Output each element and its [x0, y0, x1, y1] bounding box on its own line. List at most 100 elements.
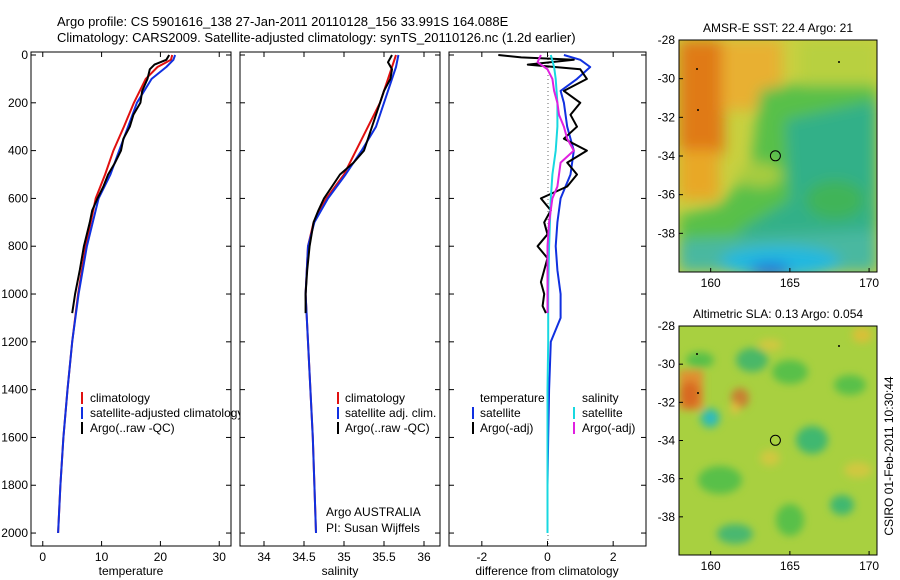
x-tick-label: 0 [39, 550, 46, 564]
legend-swatch-temp-argo [472, 422, 474, 434]
argo-float-marker [769, 434, 781, 446]
lon-tick-label: 160 [701, 276, 721, 290]
series-line-temperature-satellite [546, 54, 592, 533]
depth-tick-label: 200 [8, 96, 28, 110]
map-dot [838, 345, 840, 347]
x-tick-label: 30 [213, 550, 227, 564]
map-dot [696, 353, 698, 355]
depth-tick-label: 800 [8, 239, 28, 253]
sst-map-title: AMSR-E SST: 22.4 Argo: 21 [703, 21, 853, 35]
difference-legend: temperature salinity satellite Argo(-adj… [472, 391, 635, 435]
series-line-salinity-argo-adj- [536, 54, 575, 314]
annotation-pi: PI: Susan Wijffels [326, 521, 420, 535]
legend-swatch-argo [81, 422, 83, 434]
temperature-series [57, 54, 177, 534]
lon-tick-label: 170 [859, 559, 879, 573]
x-tick-label: 34 [257, 550, 271, 564]
series-line-argo-raw-qc- [304, 54, 393, 314]
temperature-legend: climatology satellite-adjusted climatolo… [81, 391, 243, 435]
legend-label-satellite: satellite adj. clim. [345, 406, 436, 420]
x-tick-label: 0 [544, 550, 551, 564]
temperature-xlabel: temperature [99, 564, 164, 578]
x-tick-label: 10 [95, 550, 109, 564]
series-line-satellite-adj-clim- [304, 54, 400, 534]
legend-swatch-temp-satellite [472, 407, 474, 419]
series-line-argo-raw-qc- [71, 54, 171, 314]
salinity-x-axis: 34 34.5 35 35.5 36 [240, 52, 440, 564]
sla-heatmap [679, 326, 877, 555]
lat-tick-label: -34 [658, 434, 676, 448]
depth-tick-label: 0 [21, 48, 28, 62]
legend-label-sal-argo: Argo(-adj) [582, 421, 635, 435]
depth-tick-label: 600 [8, 191, 28, 205]
sla-map-title: Altimetric SLA: 0.13 Argo: 0.054 [693, 307, 863, 321]
argo-float-marker [769, 150, 781, 162]
legend-label-argo: Argo(..raw -QC) [345, 421, 430, 435]
legend-label-sal-satellite: satellite [582, 406, 623, 420]
difference-x-axis: -2 0 2 [449, 52, 646, 564]
lat-tick-label: -32 [658, 395, 676, 409]
salinity-axes [239, 51, 441, 547]
depth-axis: 0 200 400 600 800 1000 1200 1400 1600 1800 2000 [1, 48, 231, 540]
salinity-xlabel: salinity [322, 564, 359, 578]
x-tick-label: 35 [337, 550, 351, 564]
legend-label-temp-argo: Argo(-adj) [480, 421, 533, 435]
salinity-series [304, 54, 400, 534]
lat-tick-label: -30 [658, 357, 676, 371]
x-tick-label: 34.5 [292, 550, 316, 564]
depth-tick-label: 1000 [1, 287, 28, 301]
map-dot [696, 68, 698, 70]
annotation-argo-australia: Argo AUSTRALIA [326, 505, 421, 519]
lon-tick-label: 165 [780, 276, 800, 290]
series-line-satellite-adjusted-climatology [57, 54, 177, 534]
lat-tick-label: -30 [658, 72, 676, 86]
difference-xlabel: difference from climatology [475, 564, 618, 578]
map-dot [838, 61, 840, 63]
legend-label-argo: Argo(..raw -QC) [90, 421, 175, 435]
csiro-stamp: CSIRO 01-Feb-2011 10:30:44 [882, 376, 896, 536]
temperature-x-axis: 0 10 20 30 [39, 52, 226, 564]
series-line-temperature-argo-adj- [498, 54, 588, 314]
depth-tick-label: 1400 [1, 383, 28, 397]
legend-title-salinity: salinity [582, 391, 619, 405]
lat-tick-label: -28 [658, 33, 676, 47]
x-tick-label: 2 [610, 550, 617, 564]
depth-tick-label: 400 [8, 144, 28, 158]
legend-label-satellite: satellite-adjusted climatology [90, 406, 243, 420]
lat-tick-label: -28 [658, 319, 676, 333]
lon-tick-label: 160 [701, 559, 721, 573]
lon-tick-label: 165 [780, 559, 800, 573]
x-tick-label: 35.5 [372, 550, 396, 564]
x-tick-label: 20 [154, 550, 168, 564]
map-dot [697, 392, 699, 394]
legend-title-temperature: temperature [480, 391, 545, 405]
legend-label-temp-satellite: satellite [480, 406, 521, 420]
lat-tick-label: -34 [658, 149, 676, 163]
lat-tick-label: -32 [658, 110, 676, 124]
header-line2: Climatology: CARS2009. Satellite-adjuste… [57, 30, 576, 45]
temperature-axes [30, 51, 232, 547]
lat-tick-label: -36 [658, 188, 676, 202]
sst-heatmap [679, 40, 877, 272]
depth-tick-label: 2000 [1, 526, 28, 540]
sla-map-axes: 160 165 170 -28 -30 -32 -34 -36 -38 [658, 319, 880, 573]
lon-tick-label: 170 [859, 276, 879, 290]
header-line1: Argo profile: CS 5901616_138 27-Jan-2011… [57, 14, 509, 29]
depth-tick-label: 1200 [1, 335, 28, 349]
lat-tick-label: -38 [658, 226, 676, 240]
sst-map: AMSR-E SST: 22.4 Argo: 21 160 165 [658, 21, 880, 290]
sst-map-axes: 160 165 170 -28 -30 -32 -34 -36 -38 [658, 33, 880, 290]
depth-tick-label: 1800 [1, 478, 28, 492]
difference-panel: -2 0 2 difference from climatology tempera… [448, 51, 647, 578]
lat-tick-label: -38 [658, 510, 676, 524]
legend-swatch-satellite [337, 407, 339, 419]
sla-map: Altimetric SLA: 0.13 Argo: 0.054 [658, 307, 880, 573]
salinity-panel: 34 34.5 35 35.5 36 salinity climatology sate… [239, 51, 441, 578]
map-dot [697, 109, 699, 111]
legend-swatch-sal-argo [573, 422, 575, 434]
x-tick-label: -2 [476, 550, 487, 564]
legend-swatch-sal-satellite [573, 407, 575, 419]
temperature-panel: 0 200 400 600 800 1000 1200 1400 1600 1800 2000 0 1… [1, 48, 243, 578]
legend-swatch-climatology [337, 392, 339, 404]
